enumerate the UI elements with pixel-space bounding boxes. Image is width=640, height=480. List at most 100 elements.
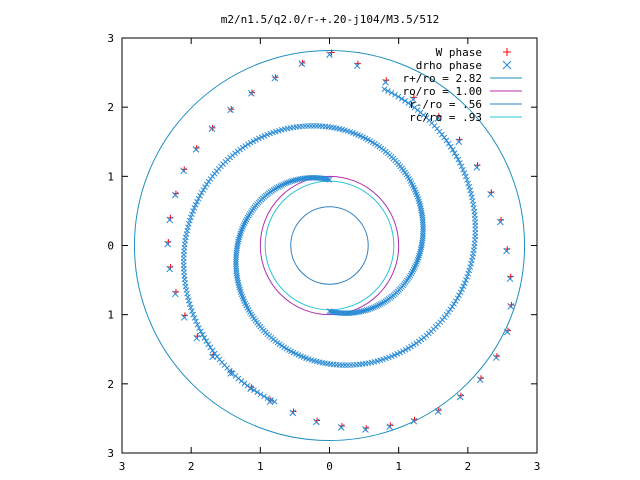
spiral-b-246 — [261, 393, 267, 400]
spiral-a-161 — [410, 342, 417, 348]
y-tick-label-4: 1 — [107, 309, 114, 322]
x-axis-ticks: 3 2 1 0 1 2 3 — [119, 38, 540, 473]
spiral-b-69 — [419, 235, 426, 242]
spiral-a-221 — [457, 160, 463, 166]
spiral-b-242 — [247, 385, 254, 391]
spiral-a-190 — [466, 267, 473, 274]
spiral-a-192 — [468, 260, 474, 267]
x-tick-label-2: 1 — [257, 460, 264, 473]
spiral-a-185 — [460, 283, 467, 290]
circle-2 — [290, 206, 369, 285]
spiral-a-188 — [464, 273, 470, 280]
spiral-a-77 — [233, 268, 240, 274]
spiral-a-27 — [280, 181, 287, 188]
spiral-a-26 — [282, 180, 289, 187]
spiral-b-224 — [201, 335, 208, 341]
spiral-b-244 — [254, 389, 261, 396]
legend-label-0: W phase — [436, 46, 482, 59]
spiral-b-192 — [185, 224, 191, 231]
x-tick-label-5: 2 — [465, 460, 472, 473]
drho-phase-point-11 — [166, 265, 174, 273]
spiral-a-241 — [408, 102, 415, 109]
circle-1 — [259, 175, 400, 316]
spiral-b-228 — [209, 347, 216, 354]
spiral-b-241 — [244, 382, 251, 389]
spiral-a-154 — [391, 352, 398, 359]
spiral-a-180 — [452, 298, 459, 304]
chart-title: m2/n1.5/q2.0/r-+.20-j104/M3.5/512 — [221, 13, 440, 26]
spiral-b-21 — [362, 307, 368, 314]
spiral-a-191 — [467, 264, 474, 270]
spiral-b-189 — [187, 214, 194, 221]
spiral-b-223 — [199, 331, 206, 338]
spiral-a-227 — [445, 140, 452, 147]
spiral-a-65 — [234, 240, 241, 247]
spiral-a-183 — [457, 289, 464, 296]
legend-marker-1 — [502, 60, 512, 70]
spiral-b-181 — [198, 189, 205, 196]
spiral-a-182 — [456, 292, 462, 299]
spiral-b-247 — [264, 395, 271, 402]
spiral-a-249 — [381, 86, 388, 93]
spiral-a-160 — [408, 343, 414, 350]
spiral-b-28 — [374, 303, 381, 309]
spiral-a-247 — [388, 89, 395, 96]
spiral-a-222 — [455, 156, 462, 163]
spiral-b-221 — [196, 325, 202, 331]
spiral-a-24 — [285, 179, 292, 186]
spiral-a-225 — [449, 147, 456, 153]
y-tick-label-2: 1 — [107, 170, 114, 183]
spiral-b-155 — [258, 134, 265, 140]
legend-label-1: drho phase — [416, 59, 482, 72]
spiral-a-224 — [451, 150, 458, 156]
spiral-a-25 — [284, 180, 290, 186]
drho-phase-point-9 — [166, 216, 174, 224]
spiral-a-211 — [469, 194, 475, 201]
spiral-a-30 — [275, 184, 282, 190]
spiral-a-219 — [460, 166, 466, 173]
spiral-a-245 — [395, 93, 402, 100]
spiral-a-29 — [277, 183, 283, 189]
spiral-b-176 — [207, 176, 214, 182]
spiral-b-65 — [418, 244, 425, 251]
spiral-a-69 — [233, 249, 240, 256]
drho-phase-point-26 — [456, 393, 464, 401]
spiral-a-228 — [443, 137, 450, 144]
spiral-a-213 — [467, 187, 474, 194]
spiral-b-226 — [205, 341, 212, 348]
spiral-b-240 — [241, 380, 248, 387]
legend-label-5: rc/ro = .93 — [409, 111, 482, 124]
spiral-a-21 — [291, 177, 297, 184]
drho-phase-point-32 — [503, 247, 510, 255]
spiral-b-183 — [195, 195, 202, 202]
spiral-a-22 — [289, 178, 295, 184]
spiral-a-246 — [392, 91, 398, 98]
spiral-a-189 — [465, 270, 472, 277]
legend-marker-0 — [503, 48, 511, 56]
y-tick-label-3: 0 — [107, 240, 114, 253]
drho-phase-point-10 — [164, 240, 172, 248]
spiral-a-159 — [405, 345, 412, 352]
spiral-a-216 — [464, 177, 470, 183]
drho-phase-point-38 — [409, 96, 417, 103]
spiral-b-245 — [257, 391, 264, 398]
spiral-b-222 — [197, 328, 204, 335]
spiral-a-158 — [402, 346, 409, 353]
drho-phase-point-20 — [313, 418, 320, 426]
spiral-b-160 — [245, 141, 251, 148]
spiral-a-223 — [453, 153, 460, 160]
spiral-b-179 — [202, 184, 208, 190]
spiral-a-74 — [233, 261, 239, 267]
drho-phase-point-3 — [247, 89, 255, 97]
spiral-b-27 — [372, 303, 379, 310]
spiral-b-185 — [192, 201, 199, 208]
spiral-b-156 — [256, 135, 262, 142]
spiral-a-23 — [287, 178, 294, 185]
drho-phase-point-2 — [271, 74, 279, 82]
spiral-a-19 — [294, 176, 301, 183]
circle-0 — [133, 49, 526, 442]
drho-phase-point-28 — [492, 354, 500, 361]
drho-phase-point-30 — [507, 303, 515, 310]
drho-phase-point-6 — [192, 146, 200, 153]
spiral-b-248 — [268, 397, 274, 403]
